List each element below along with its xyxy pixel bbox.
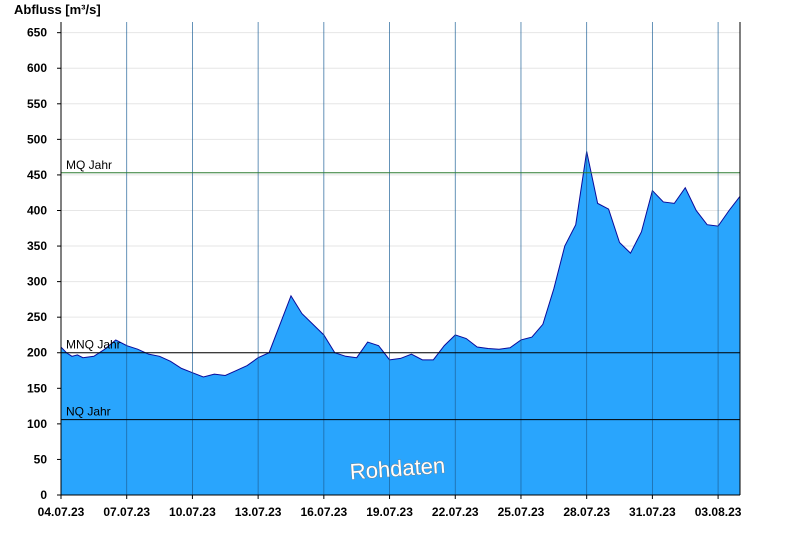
y-tick-label: 350 (27, 239, 47, 253)
y-tick-label: 550 (27, 97, 47, 111)
y-tick-label: 50 (34, 452, 48, 466)
x-tick-label: 04.07.23 (38, 505, 85, 519)
plot-area (60, 22, 741, 495)
reference-label: NQ Jahr (66, 405, 111, 419)
y-tick-label: 150 (27, 381, 47, 395)
reference-lines: MQ Jahr MNQ Jahr NQ Jahr (61, 158, 740, 421)
x-tick-label: 16.07.23 (300, 505, 347, 519)
x-tick-label: 28.07.23 (563, 505, 610, 519)
x-tick-label: 22.07.23 (432, 505, 479, 519)
x-tick-label: 10.07.23 (169, 505, 216, 519)
y-tick-label: 250 (27, 310, 47, 324)
reference-label: MQ Jahr (66, 158, 112, 172)
y-tick-label: 0 (40, 488, 47, 502)
y-tick-label: 100 (27, 417, 47, 431)
x-tick-label: 19.07.23 (366, 505, 413, 519)
reference-label: MNQ Jahr (66, 338, 121, 352)
y-tick-label: 400 (27, 203, 47, 217)
x-tick-label: 31.07.23 (629, 505, 676, 519)
y-tick-label: 200 (27, 346, 47, 360)
y-tick-label: 300 (27, 275, 47, 289)
x-tick-label: 13.07.23 (235, 505, 282, 519)
y-tick-label: 650 (27, 26, 47, 40)
y-axis-label: Abfluss [m³/s] (14, 2, 101, 17)
y-tick-label: 600 (27, 61, 47, 75)
x-tick-label: 03.08.23 (695, 505, 742, 519)
x-tick-label: 25.07.23 (498, 505, 545, 519)
y-tick-label: 500 (27, 132, 47, 146)
y-tick-label: 450 (27, 168, 47, 182)
x-tick-label: 07.07.23 (103, 505, 150, 519)
tick-labels: 0 50 100 150 200 250 300 350 400 450 500 550 600 650 0… (27, 26, 742, 519)
discharge-area (61, 151, 740, 495)
axes (57, 22, 741, 499)
